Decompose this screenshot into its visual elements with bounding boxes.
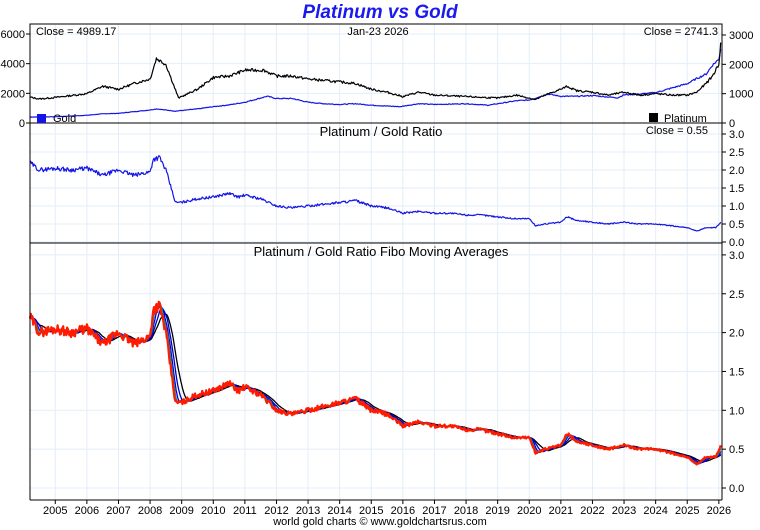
x-tick-label: 2009 [169,505,193,517]
x-tick-label: 2025 [675,505,699,517]
fibo-series-line [29,313,722,463]
x-tick-label: 2010 [201,505,225,517]
right-y-tick-label: 0.5 [729,444,744,456]
ratio-panel-frame [29,122,723,244]
x-tick-label: 2005 [43,505,67,517]
left-y-tick-label: 2000 [1,88,25,100]
x-tick-label: 2020 [517,505,541,517]
x-tick-label: 2006 [75,505,99,517]
platinum-close-label: Close = 2741.3 [644,26,718,38]
gold-close-label: Close = 4989.17 [36,26,116,38]
x-tick-label: 2023 [612,505,636,517]
x-tick-label: 2011 [233,505,257,517]
ratio-close-label: Close = 0.55 [646,125,708,137]
gold-series-line [29,48,722,118]
right-y-tick-label: 0 [729,118,735,130]
ratio-series-line [29,155,722,232]
axis-ticks: 2005 2006 2007 2008 2009 2010 2011 2012 2013 2014… [1,29,754,517]
x-tick-label: 2007 [106,505,130,517]
x-tick-label: 2024 [643,505,667,517]
ratio-panel-title: Platinum / Gold Ratio [320,124,443,139]
footer-credit: world gold charts © www.goldchartsrus.co… [273,516,487,528]
right-y-tick-label: 1.5 [729,366,744,378]
platinum-legend-label: Platinum [664,113,707,125]
x-tick-label: 2016 [391,505,415,517]
right-y-tick-label: 0.0 [729,237,744,249]
fibo-panel-title: Platinum / Gold Ratio Fibo Moving Averag… [254,244,509,259]
platinum-legend-swatch [649,113,658,122]
right-y-tick-label: 3000 [729,30,753,42]
right-y-tick-label: 2.0 [729,328,744,340]
x-tick-label: 2013 [296,505,320,517]
right-y-tick-label: 1.0 [729,201,744,213]
right-y-tick-label: 0.5 [729,219,744,231]
fibo-series-line [29,303,722,465]
chart-title: Platinum vs Gold [302,2,458,23]
x-tick-label: 2012 [264,505,288,517]
left-y-tick-label: 4000 [1,59,25,71]
right-y-tick-label: 2.0 [729,165,744,177]
right-y-tick-label: 1.0 [729,405,744,417]
date-label: Jan-23 2026 [347,26,408,38]
right-y-tick-label: 1000 [729,89,753,101]
x-tick-label: 2022 [580,505,604,517]
series-layer [28,42,722,466]
right-y-tick-label: 2000 [729,59,753,71]
right-y-tick-label: 0.0 [729,483,744,495]
right-y-tick-label: 1.5 [729,183,744,195]
fibo-series-line [28,300,722,466]
gold-legend-swatch [37,114,46,123]
x-tick-label: 2014 [327,505,351,517]
top-panel-frame [29,23,723,124]
grid-lines [30,24,722,500]
x-tick-label: 2017 [422,505,446,517]
right-y-tick-label: 2.5 [729,289,744,301]
fibo-series-line [29,307,722,464]
left-y-tick-label: 6000 [1,29,25,41]
x-tick-label: 2018 [454,505,478,517]
right-y-tick-label: 3.0 [729,129,744,141]
x-tick-label: 2021 [549,505,573,517]
x-tick-label: 2019 [485,505,509,517]
platinum-series-line [29,42,722,101]
x-tick-label: 2026 [707,505,731,517]
right-y-tick-label: 3.0 [729,250,744,262]
fibo-series-line [29,304,722,465]
x-tick-label: 2015 [359,505,383,517]
right-y-tick-label: 2.5 [729,147,744,159]
x-tick-label: 2008 [138,505,162,517]
left-y-tick-label: 0 [19,118,25,130]
gold-legend-label: Gold [53,113,76,125]
